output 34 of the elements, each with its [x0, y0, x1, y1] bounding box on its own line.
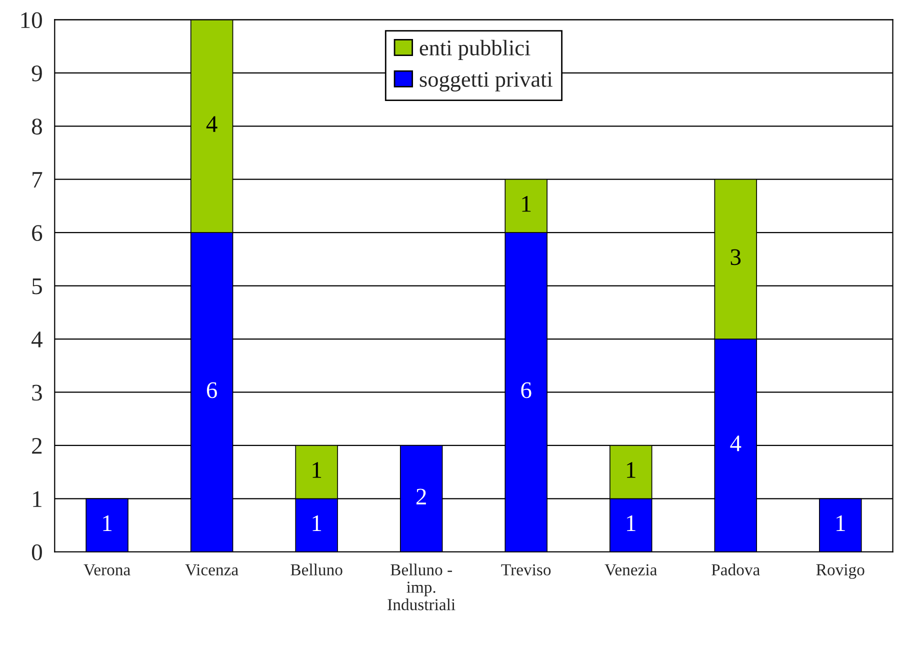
x-tick-label: Vicenza [185, 564, 238, 576]
x-tick-label: Rovigo [816, 564, 864, 579]
y-tick-label: 1 [33, 491, 42, 507]
x-tick-label: Verona [84, 564, 130, 576]
data-label: 2 [416, 488, 426, 504]
data-label: 1 [312, 515, 322, 531]
data-label: 4 [730, 436, 742, 452]
legend-label: soggetti privati [420, 72, 552, 92]
y-tick-label: 9 [32, 65, 42, 82]
y-tick-label: 10 [21, 12, 42, 28]
x-tick-label: Belluno - imp. Industriali [388, 564, 456, 610]
data-label: 3 [730, 249, 741, 266]
y-tick-label: 3 [32, 384, 42, 401]
data-label: 1 [627, 515, 636, 531]
y-tick-label: 4 [32, 332, 42, 348]
y-tick-label: 7 [32, 172, 42, 188]
y-tick-label: 5 [32, 278, 42, 294]
y-tick-label: 2 [32, 438, 42, 454]
x-tick-label: Padova [712, 564, 760, 576]
data-label: 1 [522, 196, 531, 212]
x-tick-label: Belluno [290, 564, 342, 576]
y-tick-label: 0 [32, 544, 42, 560]
data-label: 1 [627, 462, 636, 478]
y-tick-label: 6 [32, 225, 42, 241]
data-label: 1 [312, 462, 322, 478]
y-tick-label: 8 [32, 118, 42, 135]
legend-label: enti pubblici [420, 40, 530, 60]
data-label: 6 [521, 382, 532, 398]
data-label: 6 [206, 382, 218, 398]
data-label: 4 [206, 116, 218, 132]
x-tick-label: Venezia [604, 564, 658, 576]
data-label: 1 [103, 515, 112, 531]
x-tick-label: Treviso [501, 564, 551, 576]
data-label: 1 [836, 515, 845, 531]
